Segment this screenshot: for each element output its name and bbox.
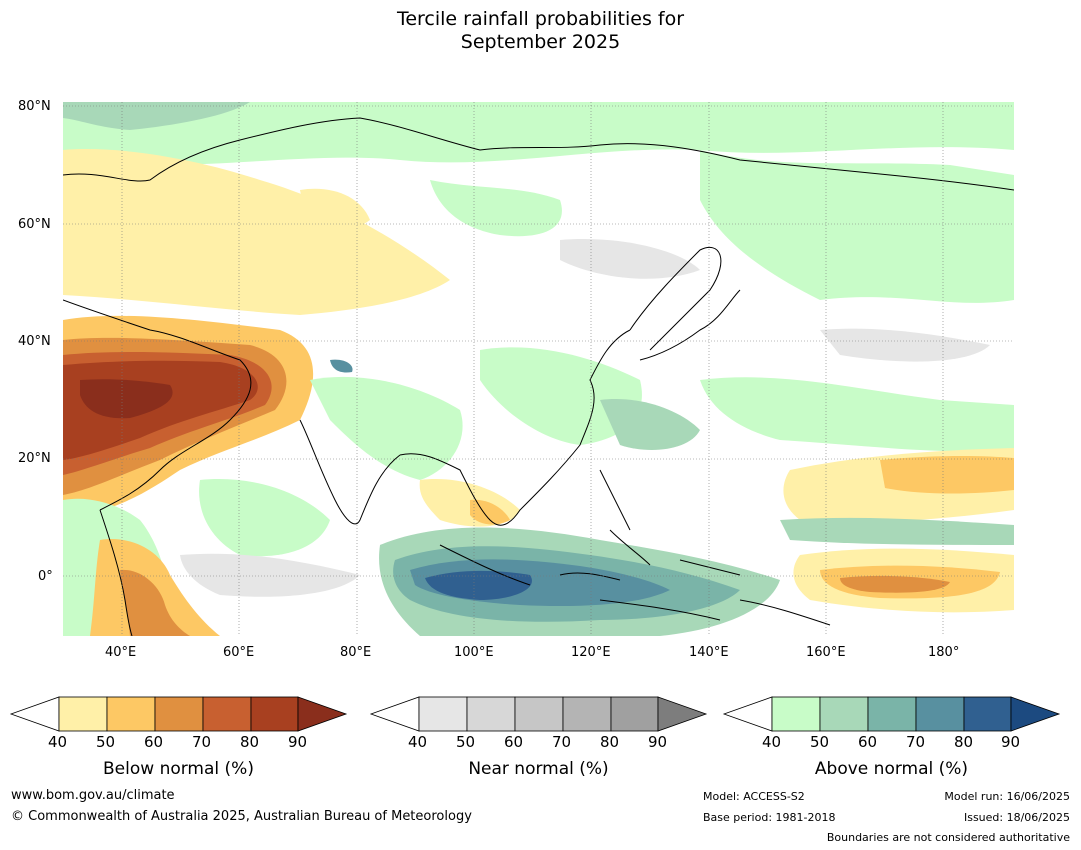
map-title: Tercile rainfall probabilities for Septe… [0, 8, 1081, 54]
cbar3-label: Above normal (%) [814, 759, 969, 779]
cbar3-tick-90: 90 [1001, 733, 1021, 751]
cbar2-tick-50: 50 [456, 733, 476, 751]
lon-label-40e: 40°E [105, 645, 137, 660]
footer-copyright: © Commonwealth of Australia 2025, Austra… [11, 809, 472, 824]
cbar2-tick-40: 40 [408, 733, 428, 751]
footer-website: www.bom.gov.au/climate [11, 788, 175, 803]
cbar3-tick-40: 40 [762, 733, 782, 751]
cbar1-tick-50: 50 [96, 733, 116, 751]
footer-boundaries: Boundaries are not considered authoritat… [826, 831, 1070, 844]
colorbar-below-normal [9, 696, 348, 732]
cbar3-tick-50: 50 [810, 733, 830, 751]
lon-label-120e: 120°E [571, 645, 611, 660]
cbar1-label: Below normal (%) [103, 759, 254, 779]
lat-label-0: 0° [38, 569, 53, 584]
cbar2-label: Near normal (%) [468, 759, 609, 779]
cbar1-tick-70: 70 [192, 733, 212, 751]
cbar2-tick-60: 60 [504, 733, 524, 751]
lat-label-80n: 80°N [18, 99, 51, 114]
footer-model: Model: ACCESS-S2 [703, 790, 805, 803]
cbar1-tick-90: 90 [288, 733, 308, 751]
cbar1-tick-80: 80 [240, 733, 260, 751]
colorbar-above-normal [722, 696, 1061, 732]
cbar2-tick-80: 80 [600, 733, 620, 751]
lat-label-60n: 60°N [18, 217, 51, 232]
lon-label-60e: 60°E [223, 645, 255, 660]
lon-label-180: 180° [928, 645, 960, 660]
footer-base-period: Base period: 1981-2018 [703, 811, 836, 824]
lat-label-40n: 40°N [18, 334, 51, 349]
cbar2-tick-70: 70 [552, 733, 572, 751]
cbar1-tick-60: 60 [144, 733, 164, 751]
cbar3-tick-70: 70 [906, 733, 926, 751]
graticule [63, 102, 1014, 636]
coastlines [63, 117, 1014, 636]
cbar1-tick-40: 40 [48, 733, 68, 751]
cbar3-tick-60: 60 [858, 733, 878, 751]
lon-label-80e: 80°E [340, 645, 372, 660]
lon-label-160e: 160°E [806, 645, 846, 660]
cbar3-tick-80: 80 [954, 733, 974, 751]
footer-issued: Issued: 18/06/2025 [963, 811, 1070, 824]
cbar2-tick-90: 90 [648, 733, 668, 751]
footer-model-run: Model run: 16/06/2025 [944, 790, 1070, 803]
lon-label-100e: 100°E [454, 645, 494, 660]
lon-label-140e: 140°E [689, 645, 729, 660]
map-field [63, 102, 1014, 636]
title-line-1: Tercile rainfall probabilities for [396, 8, 685, 30]
colorbar-near-normal [369, 696, 708, 732]
lat-label-20n: 20°N [18, 451, 51, 466]
title-line-2: September 2025 [460, 31, 621, 53]
